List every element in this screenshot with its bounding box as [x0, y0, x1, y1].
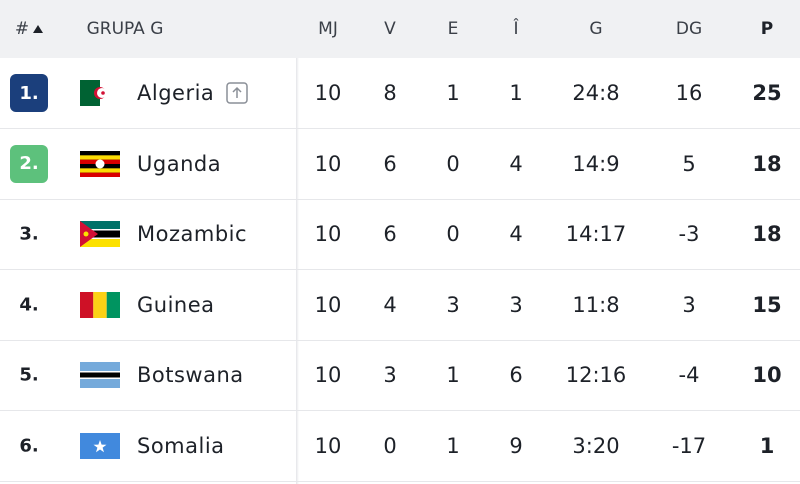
column-header[interactable]: MJ: [318, 19, 338, 39]
flag: [80, 150, 120, 177]
header: # GRUPA G MJ V E Î G DG P: [0, 0, 800, 58]
stat-cell: 10: [314, 292, 342, 317]
rank-badge: 2.: [10, 144, 48, 183]
rank: 4.: [19, 294, 39, 315]
column-header[interactable]: G: [589, 19, 603, 39]
stat-cell: 3:20: [572, 433, 620, 458]
stat-cell: 14:9: [572, 151, 620, 176]
stat-cell: 8: [383, 81, 397, 105]
stat-cell: 1: [446, 433, 460, 458]
stat-cell: 16: [675, 81, 703, 105]
stat-cell: 10: [314, 363, 342, 387]
stat-cell: 11:8: [572, 292, 620, 317]
stat-cell: 6: [383, 151, 397, 176]
stat-cell: 10: [752, 363, 782, 387]
team-name[interactable]: Uganda: [137, 151, 222, 176]
stat-cell: 1: [759, 433, 775, 458]
stat-cell: 15: [752, 292, 782, 317]
stat-cell: 1: [446, 363, 460, 387]
stat-cell: -3: [678, 222, 700, 246]
promotion-icon: [226, 82, 248, 104]
stat-cell: 6: [509, 363, 523, 387]
column-header[interactable]: Î: [513, 19, 519, 39]
team-name[interactable]: Mozambic: [137, 222, 248, 246]
stat-cell: 3: [509, 292, 523, 317]
stat-cell: 3: [383, 363, 397, 387]
stat-cell: 4: [383, 292, 397, 317]
table-row[interactable]: 2. Uganda 10 6 0 4 14:9 5 18: [0, 129, 800, 200]
stat-cell: -17: [671, 433, 707, 458]
stat-cell: 5: [682, 151, 696, 176]
table-row[interactable]: 4. Guinea 10 4 3 3 11:8 3 15: [0, 270, 800, 341]
stat-cell: 25: [752, 81, 782, 105]
stat-cell: 12:16: [565, 363, 627, 387]
group-header: GRUPA G: [86, 19, 164, 39]
column-header[interactable]: DG: [675, 19, 703, 39]
stat-cell: 10: [314, 151, 342, 176]
stat-cell: 4: [509, 151, 523, 176]
column-header[interactable]: E: [447, 19, 459, 39]
stat-cell: 0: [446, 151, 460, 176]
stat-cell: 18: [752, 222, 782, 246]
table-row[interactable]: 3. Mozambic 10 6 0 4 14:17 -3 18: [0, 199, 800, 270]
flag: [80, 432, 120, 459]
stat-cell: 3: [446, 292, 460, 317]
stat-cell: 1: [509, 81, 523, 105]
stat-cell: 9: [509, 433, 523, 458]
table-row[interactable]: 6. Somalia 10 0 1 9 3:20 -17 1: [0, 411, 800, 482]
stat-cell: 0: [446, 222, 460, 246]
stat-cell: -4: [678, 363, 700, 387]
flag: [80, 221, 120, 247]
rank: 5.: [19, 364, 39, 386]
sort-icon: [33, 25, 43, 33]
table-row[interactable]: 1. Algeria 10 8 1 1 24:8 16 25: [0, 58, 800, 129]
stat-cell: 18: [752, 151, 782, 176]
team-name[interactable]: Somalia: [137, 433, 225, 458]
flag: [80, 362, 120, 388]
stat-cell: 10: [314, 433, 342, 458]
stat-cell: 10: [314, 81, 342, 105]
rank-header[interactable]: #: [14, 19, 30, 39]
stat-cell: 14:17: [565, 222, 627, 246]
rank: 6.: [19, 435, 39, 456]
rank: 3.: [19, 223, 39, 245]
team-name[interactable]: Algeria: [137, 81, 215, 105]
stat-cell: 1: [446, 81, 460, 105]
table-row[interactable]: 5. Botswana 10 3 1 6 12:16 -4 10: [0, 340, 800, 411]
team-name[interactable]: Guinea: [137, 292, 215, 317]
divider: [296, 58, 299, 484]
stat-cell: 3: [682, 292, 696, 317]
stat-cell: 4: [509, 222, 523, 246]
stat-cell: 24:8: [572, 81, 620, 105]
team-name[interactable]: Botswana: [137, 363, 244, 387]
column-header[interactable]: V: [384, 19, 396, 39]
stat-cell: 6: [383, 222, 397, 246]
flag: [80, 80, 120, 106]
rank-badge: 1.: [10, 74, 48, 112]
flag: [80, 291, 120, 318]
stat-cell: 0: [383, 433, 397, 458]
stat-cell: 10: [314, 222, 342, 246]
column-header[interactable]: P: [760, 19, 774, 39]
